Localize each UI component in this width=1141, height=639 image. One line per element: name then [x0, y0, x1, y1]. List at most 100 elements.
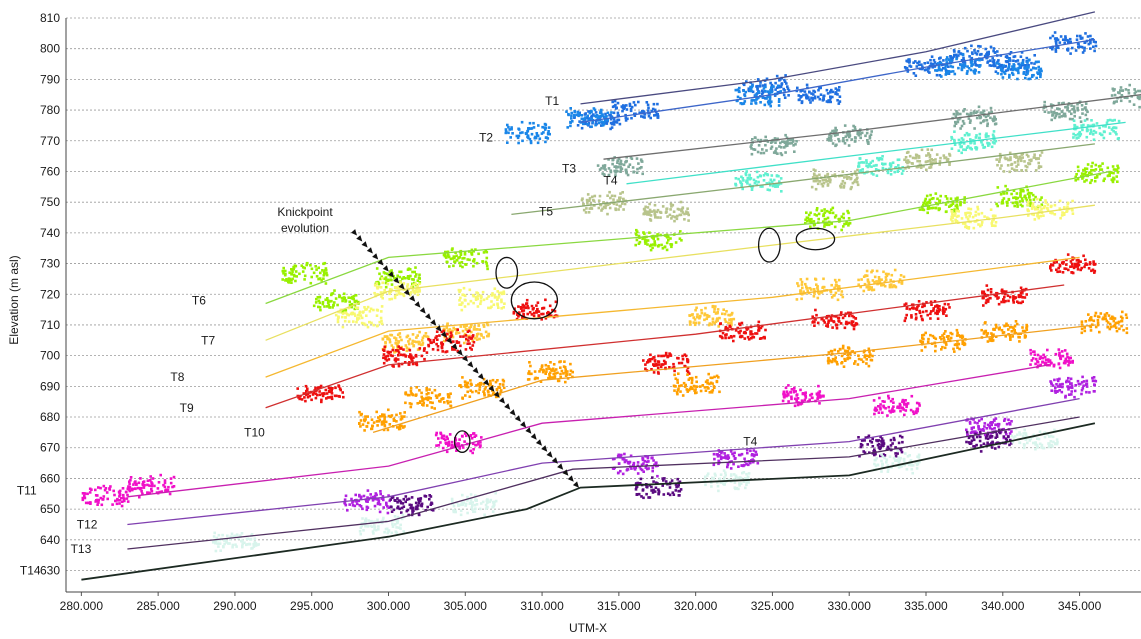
- data-point: [362, 322, 366, 325]
- data-point: [432, 338, 436, 342]
- data-point: [943, 310, 946, 313]
- data-point: [806, 216, 809, 220]
- data-point: [1029, 68, 1033, 72]
- data-point: [935, 201, 938, 205]
- data-point: [809, 225, 812, 228]
- data-point: [86, 492, 89, 496]
- data-point: [481, 290, 485, 294]
- data-point: [826, 322, 829, 326]
- data-point: [81, 496, 85, 500]
- data-point: [776, 152, 779, 155]
- data-point: [102, 495, 106, 498]
- data-point: [787, 393, 790, 397]
- data-point: [961, 340, 964, 343]
- data-point: [924, 345, 927, 349]
- data-point: [487, 394, 490, 397]
- data-point: [840, 354, 844, 358]
- data-point: [983, 292, 987, 296]
- data-point: [559, 372, 562, 376]
- data-point: [1028, 194, 1031, 198]
- data-point: [384, 281, 388, 285]
- series-T10: [358, 310, 1129, 432]
- data-point: [826, 359, 830, 363]
- data-point: [439, 400, 442, 403]
- data-point: [816, 321, 820, 325]
- data-point: [716, 317, 719, 320]
- data-point: [745, 170, 748, 173]
- data-point: [342, 308, 345, 312]
- data-point: [353, 300, 357, 303]
- data-point: [358, 422, 361, 425]
- data-point: [1099, 312, 1103, 315]
- data-point: [846, 134, 849, 137]
- data-point: [487, 295, 490, 298]
- data-point: [405, 346, 409, 349]
- data-point: [877, 158, 881, 162]
- data-point: [692, 316, 695, 319]
- data-point: [707, 314, 711, 318]
- data-point: [724, 336, 727, 340]
- data-point: [975, 146, 978, 150]
- data-point: [482, 325, 486, 328]
- data-point: [1117, 119, 1121, 123]
- data-point: [637, 234, 641, 238]
- data-point: [721, 312, 724, 316]
- data-point: [477, 324, 481, 327]
- data-point: [822, 181, 826, 185]
- data-point: [471, 451, 474, 455]
- data-point: [890, 283, 893, 286]
- data-point: [329, 387, 332, 390]
- data-point: [440, 344, 444, 347]
- data-point: [388, 423, 392, 426]
- data-point: [464, 383, 467, 386]
- data-point: [910, 314, 913, 317]
- data-point: [688, 323, 692, 326]
- data-point: [1061, 271, 1065, 274]
- data-point: [972, 226, 976, 230]
- data-point: [686, 373, 689, 376]
- data-point: [1067, 103, 1070, 107]
- data-point: [643, 116, 646, 119]
- data-point: [810, 288, 813, 291]
- data-point: [812, 295, 816, 298]
- data-point: [1064, 35, 1067, 38]
- data-point: [1016, 160, 1020, 163]
- data-point: [347, 320, 351, 323]
- data-point: [910, 394, 914, 398]
- data-point: [817, 88, 820, 92]
- data-point: [799, 95, 802, 99]
- data-point: [1089, 316, 1093, 319]
- data-point: [708, 382, 711, 386]
- data-point: [521, 139, 524, 143]
- data-point: [478, 388, 481, 391]
- data-point: [167, 485, 170, 489]
- data-point: [992, 49, 995, 53]
- data-point: [711, 376, 714, 380]
- data-point: [989, 296, 992, 300]
- data-point: [409, 405, 413, 409]
- data-point: [661, 205, 665, 208]
- data-point: [87, 501, 90, 505]
- data-point: [779, 152, 783, 155]
- data-point: [868, 350, 871, 354]
- data-point: [759, 138, 763, 142]
- data-point: [301, 266, 305, 269]
- data-point: [650, 357, 654, 361]
- data-point: [865, 269, 869, 273]
- data-point: [525, 298, 529, 302]
- data-point: [920, 317, 924, 321]
- data-point: [603, 167, 606, 170]
- data-point: [816, 286, 819, 290]
- data-point: [611, 162, 614, 166]
- data-point: [99, 486, 102, 490]
- data-point: [597, 206, 601, 210]
- data-point: [1050, 263, 1053, 266]
- data-point: [694, 308, 697, 312]
- data-point: [744, 172, 748, 175]
- data-point: [651, 243, 655, 246]
- data-point: [446, 323, 449, 327]
- data-point: [1092, 40, 1096, 43]
- data-point: [969, 111, 973, 115]
- data-point: [959, 127, 962, 130]
- data-point: [990, 64, 993, 67]
